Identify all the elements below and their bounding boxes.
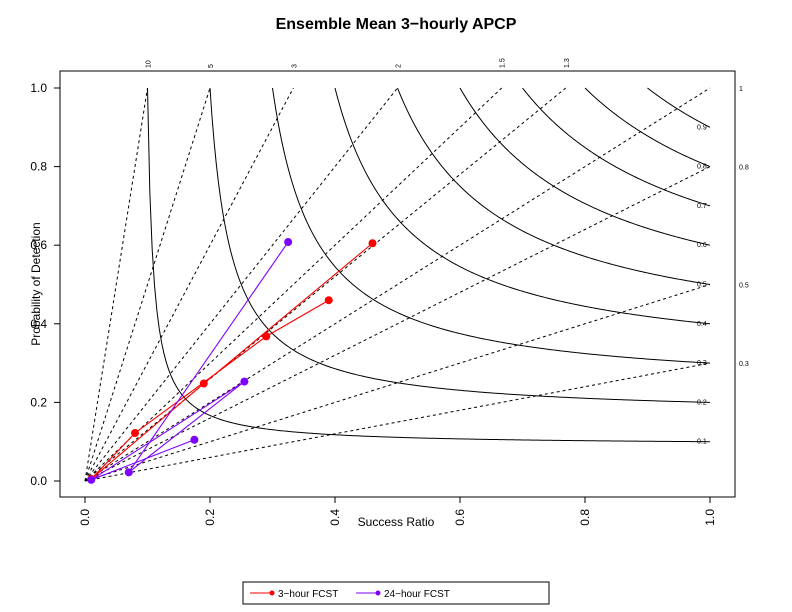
- legend-label: 24−hour FCST: [384, 589, 450, 600]
- legend-swatch-point: [269, 590, 275, 596]
- axes: 0.0 0.2 0.4 0.6 0.8 1.0 0.0 0.2 0.4 0.6 0.8 1.0: [30, 81, 717, 526]
- y-tick-label: 0.2: [30, 395, 47, 409]
- bias-line: [84, 87, 211, 482]
- bias-line: [84, 362, 711, 482]
- csi-label: 0.3: [697, 360, 707, 367]
- x-tick-label: 0.2: [203, 509, 217, 526]
- series-point: [262, 332, 271, 341]
- csi-label: 0.7: [697, 203, 707, 210]
- legend: 3−hour FCST 24−hour FCST: [242, 581, 550, 605]
- csi-curve: [209, 87, 711, 403]
- legend-swatch-point: [375, 590, 381, 596]
- csi-label: 0.6: [697, 242, 707, 249]
- csi-label: 0.5: [697, 282, 707, 289]
- csi-curve: [522, 87, 711, 207]
- x-tick-label: 0.8: [578, 509, 592, 526]
- csi-curves: 0.1 0.2 0.3 0.4 0.5 0.6 0.7 0.8 0.9: [147, 87, 711, 446]
- bias-line: [84, 166, 711, 482]
- series-point: [240, 377, 249, 386]
- bias-label-top: 1.3: [564, 58, 571, 68]
- bias-line: [84, 87, 294, 482]
- bias-label-top: 3: [291, 64, 298, 68]
- csi-curve: [272, 87, 711, 364]
- plot-area-frame: [59, 70, 736, 498]
- csi-curve: [397, 87, 711, 285]
- series-point: [124, 468, 133, 477]
- chart-title: Ensemble Mean 3−hourly APCP: [276, 16, 517, 33]
- bias-label-top: 2: [396, 64, 403, 68]
- csi-curve: [647, 87, 711, 128]
- csi-label: 0.2: [697, 399, 707, 406]
- series-point: [324, 296, 333, 305]
- y-axis-label: Probability of Detection: [29, 222, 43, 345]
- y-tick-label: 0.0: [30, 474, 47, 488]
- bias-line: [84, 284, 711, 482]
- y-tick-label: 0.4: [30, 317, 47, 331]
- series-point: [199, 379, 208, 388]
- bias-lines: 10 5 3 2 1.5 1.3 1 0.8 0.5 0.3: [84, 58, 749, 482]
- csi-curve: [459, 87, 711, 246]
- series-point: [87, 475, 96, 484]
- csi-curve: [147, 87, 711, 443]
- bias-label-right: 0.3: [739, 361, 749, 368]
- bias-label-right: 0.5: [739, 283, 749, 290]
- legend-frame: [242, 581, 550, 605]
- series-layer: [87, 238, 377, 484]
- csi-label: 0.4: [697, 321, 707, 328]
- x-tick-label: 0.6: [453, 509, 467, 526]
- x-tick-label: 0.4: [328, 509, 342, 526]
- y-tick-label: 0.8: [30, 160, 47, 174]
- bias-line: [84, 87, 567, 482]
- csi-curve: [334, 87, 711, 325]
- series-point: [190, 435, 199, 444]
- bias-line: [84, 87, 148, 482]
- csi-curve: [584, 87, 711, 168]
- bias-label-right: 1: [739, 86, 743, 93]
- x-tick-label: 1.0: [703, 509, 717, 526]
- bias-label-top: 1.5: [500, 58, 507, 68]
- legend-label: 3−hour FCST: [278, 589, 338, 600]
- csi-label: 0.9: [697, 124, 707, 131]
- series-line: [90, 241, 289, 481]
- x-axis-label: Success Ratio: [358, 515, 435, 529]
- series-line: [90, 242, 373, 480]
- x-tick-label: 0.0: [78, 509, 92, 526]
- bias-label-top: 10: [146, 60, 153, 68]
- series-point: [368, 239, 377, 248]
- bias-label-top: 5: [208, 64, 215, 68]
- csi-label: 0.8: [697, 164, 707, 171]
- y-tick-label: 1.0: [30, 81, 47, 95]
- csi-label: 0.1: [697, 439, 707, 446]
- y-tick-label: 0.6: [30, 238, 47, 252]
- bias-label-right: 0.8: [739, 165, 749, 172]
- series-point: [131, 429, 139, 438]
- series-point: [284, 238, 293, 247]
